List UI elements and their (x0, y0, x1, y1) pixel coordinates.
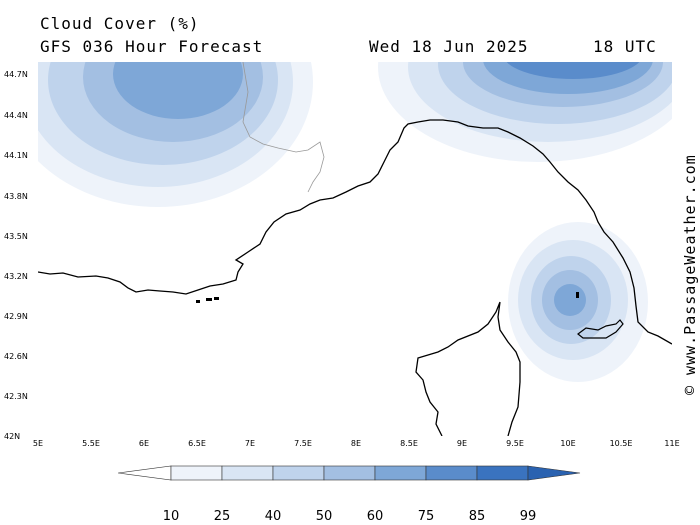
lat-label-42.9: 42.9N (4, 312, 28, 321)
lat-label-43.5: 43.5N (4, 232, 28, 241)
lon-label-6: 6E (138, 439, 150, 448)
cloud-cover-legend-bar (118, 465, 581, 481)
cloud-cover-map (38, 62, 672, 436)
island-capraia (576, 292, 579, 298)
coastline-france-italy (38, 119, 672, 345)
lat-label-42.3: 42.3N (4, 392, 28, 401)
legend-swatch (170, 465, 223, 481)
legend-label-10: 10 (162, 509, 180, 524)
forecast-subtitle: GFS 036 Hour Forecast (40, 37, 264, 56)
lon-label-8: 8E (350, 439, 362, 448)
lon-label-7: 7E (244, 439, 256, 448)
legend-label-50: 50 (315, 509, 333, 524)
cloud-area-east (508, 222, 648, 382)
legend-label-60: 60 (366, 509, 384, 524)
lon-label-6.5: 6.5E (188, 439, 206, 448)
forecast-time: 18 UTC (593, 37, 657, 56)
lon-label-9: 9E (456, 439, 468, 448)
cloud-area-northeast (378, 62, 672, 162)
lon-label-5: 5E (32, 439, 44, 448)
legend-label-85: 85 (468, 509, 486, 524)
site-credit: © www.PassageWeather.com (681, 154, 699, 395)
border-france-italy (242, 62, 325, 193)
islands-hyeres (196, 297, 219, 303)
lat-label-43.8: 43.8N (4, 192, 28, 201)
lat-label-44.4: 44.4N (4, 111, 28, 120)
lon-label-10.5: 10.5E (609, 439, 633, 448)
lon-label-11: 11E (664, 439, 680, 448)
lon-label-10: 10E (560, 439, 576, 448)
forecast-date: Wed 18 Jun 2025 (369, 37, 529, 56)
legend-label-99: 99 (519, 509, 537, 524)
legend-swatch (425, 465, 478, 481)
legend-label-25: 25 (213, 509, 231, 524)
cloud-area-northwest (38, 62, 313, 207)
legend-swatch (476, 465, 529, 481)
chart-title: Cloud Cover (%) (40, 14, 200, 33)
coastline-corsica (415, 301, 521, 436)
legend-label-75: 75 (417, 509, 435, 524)
lon-label-7.5: 7.5E (294, 439, 312, 448)
lon-label-8.5: 8.5E (400, 439, 418, 448)
legend-label-40: 40 (264, 509, 282, 524)
lat-label-42: 42N (4, 432, 21, 441)
lon-label-9.5: 9.5E (506, 439, 524, 448)
legend-swatch (323, 465, 376, 481)
lat-label-43.2: 43.2N (4, 272, 28, 281)
lat-label-44.7: 44.7N (4, 70, 28, 79)
legend-swatch (272, 465, 325, 481)
legend-arrow-low (118, 465, 172, 481)
legend-arrow-high (527, 465, 581, 481)
lat-label-42.6: 42.6N (4, 352, 28, 361)
legend-swatch (221, 465, 274, 481)
island-elba (577, 319, 624, 339)
legend-swatch (374, 465, 427, 481)
lat-label-44.1: 44.1N (4, 151, 28, 160)
lon-label-5.5: 5.5E (82, 439, 100, 448)
